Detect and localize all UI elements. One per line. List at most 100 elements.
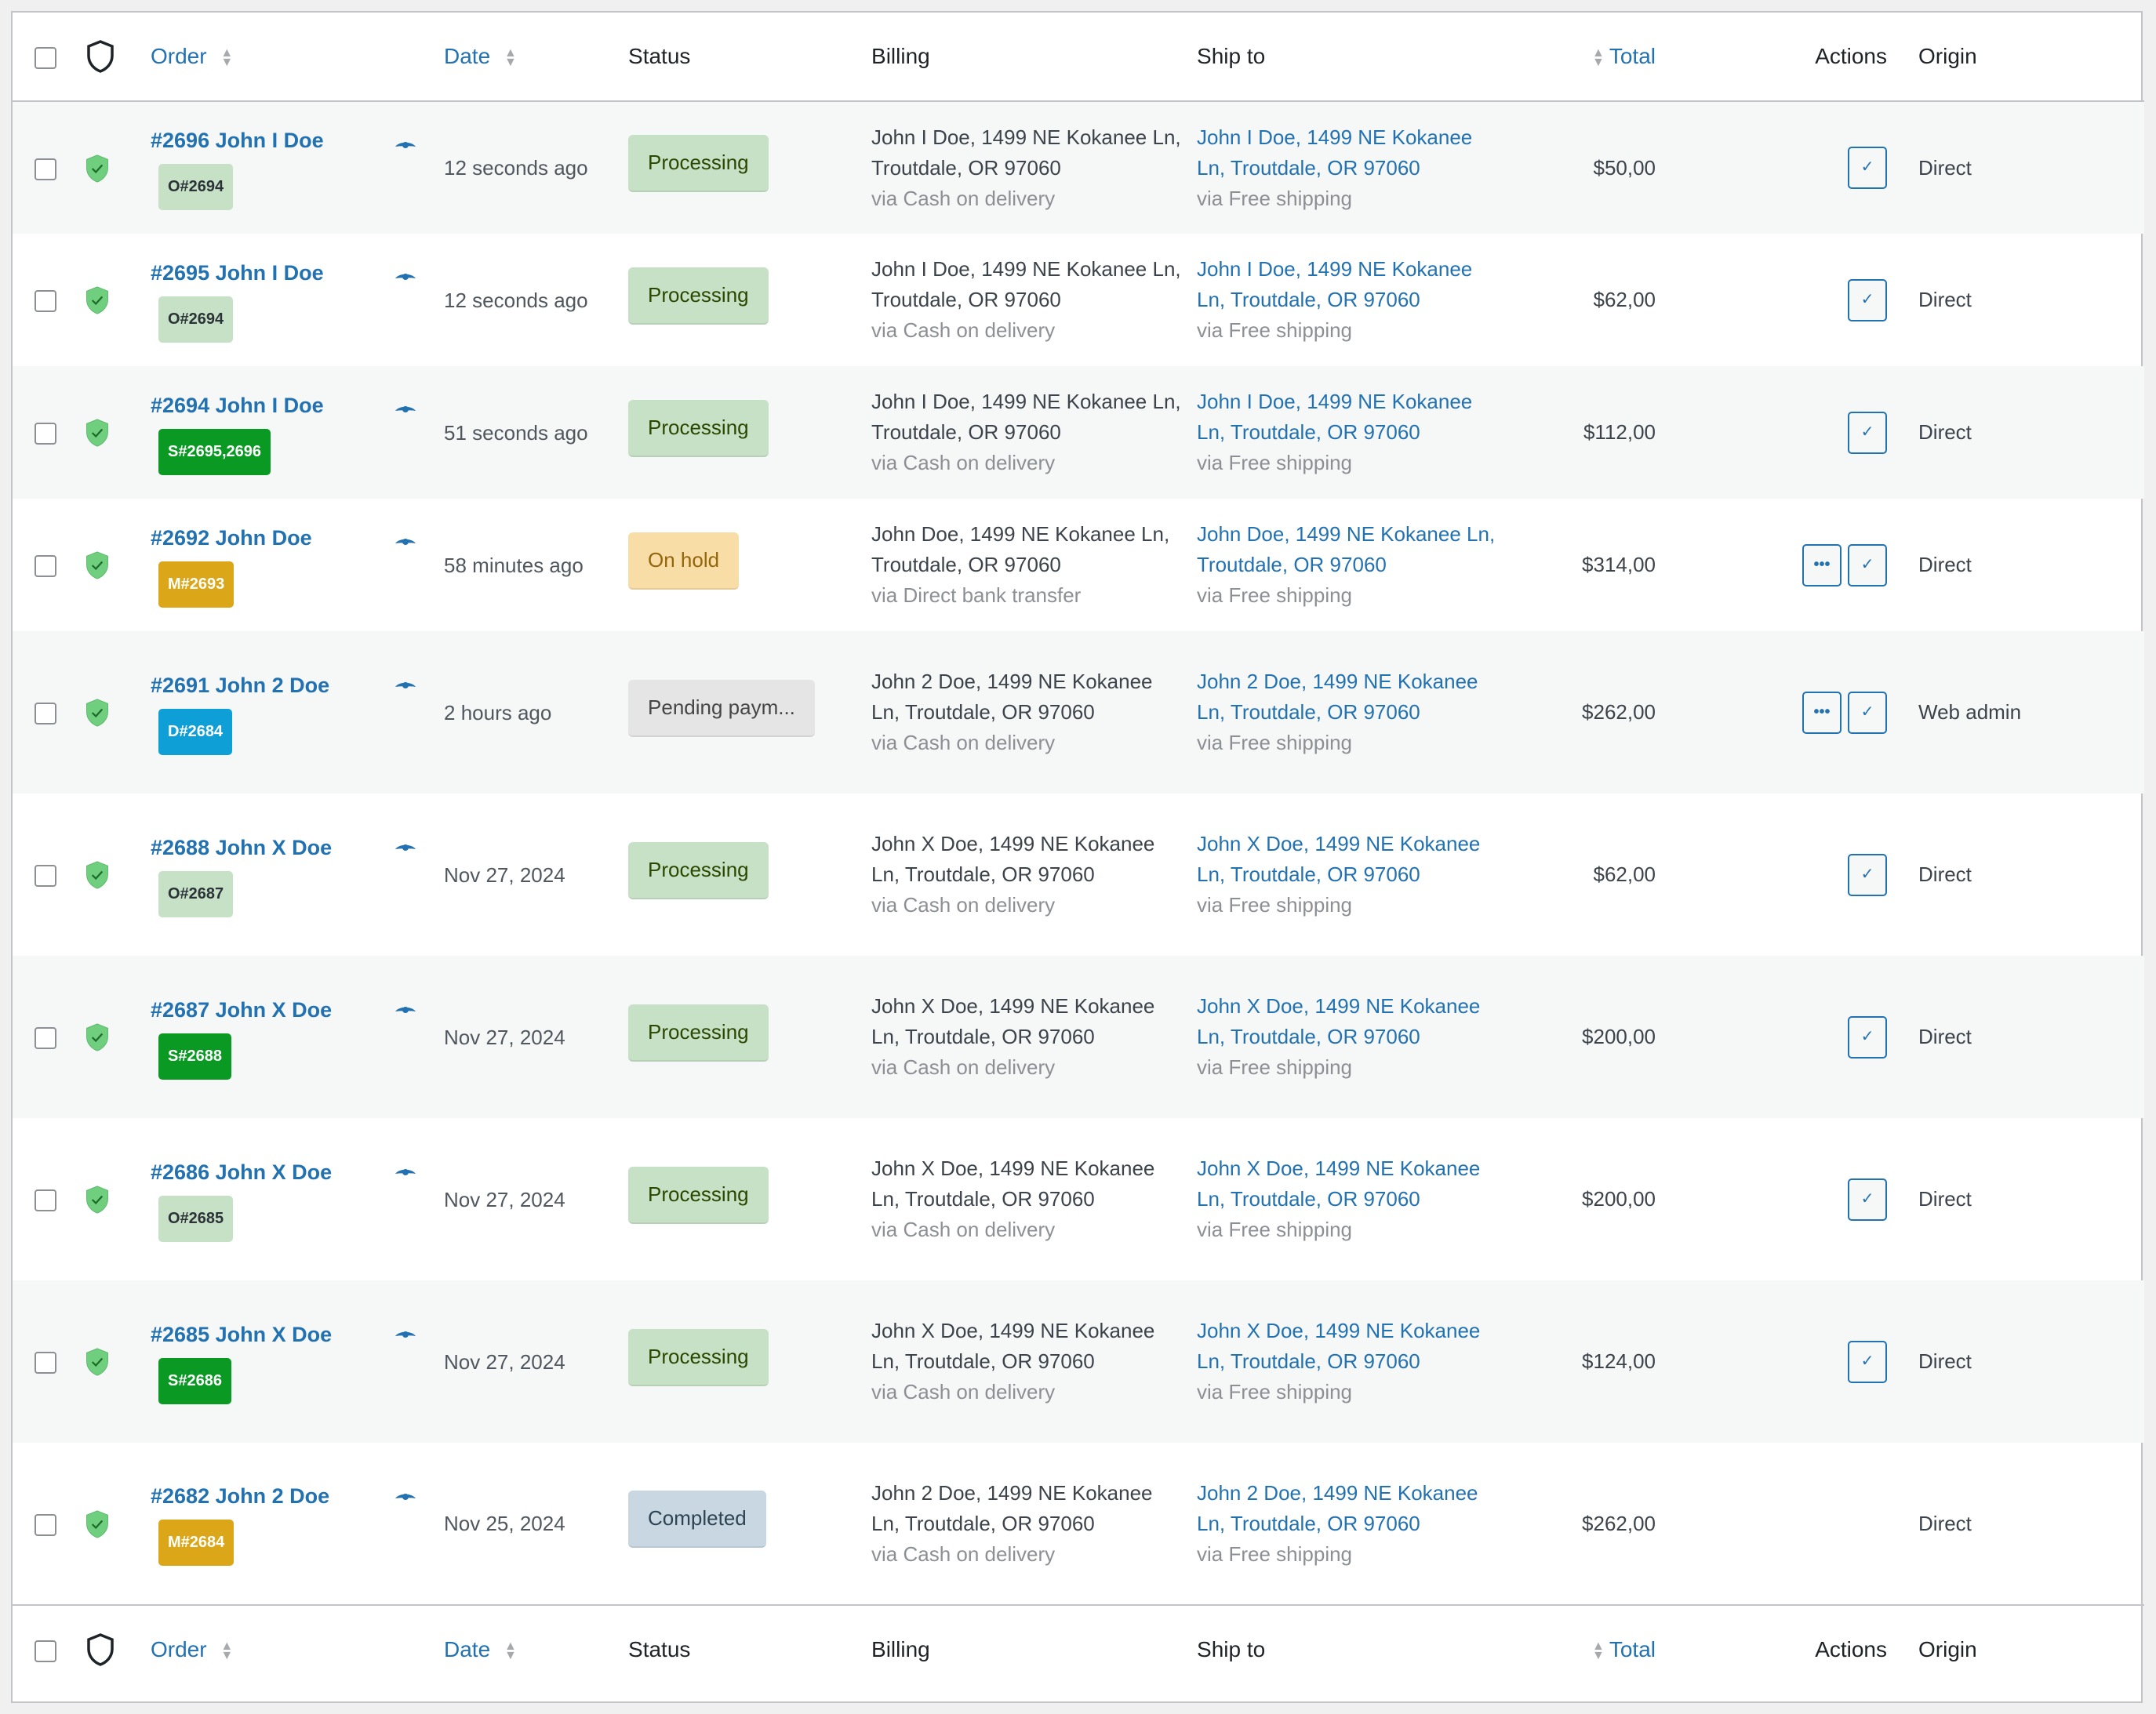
column-header-actions: Actions xyxy=(1815,44,1888,68)
eye-icon[interactable] xyxy=(394,139,417,158)
eye-icon[interactable] xyxy=(394,403,417,423)
column-header-total[interactable]: ▲ ▼ Total xyxy=(1592,44,1656,69)
row-checkbox[interactable] xyxy=(35,290,56,313)
related-order-tag[interactable]: S#2688 xyxy=(158,1033,231,1080)
shipping-address-link[interactable]: John 2 Doe, 1499 NE Kokanee Ln, Troutdal… xyxy=(1197,1480,1478,1535)
shipping-address-link[interactable]: John X Doe, 1499 NE Kokanee Ln, Troutdal… xyxy=(1197,832,1481,886)
shield-check-icon xyxy=(83,1345,111,1378)
check-icon[interactable]: ✓ xyxy=(1848,691,1888,734)
shipping-method: via Free shipping xyxy=(1197,186,1353,210)
billing-method: via Cash on delivery xyxy=(871,1542,1056,1566)
column-footer-status: Status xyxy=(628,1637,691,1661)
shipping-address-link[interactable]: John I Doe, 1499 NE Kokanee Ln, Troutdal… xyxy=(1197,390,1473,444)
row-checkbox[interactable] xyxy=(35,158,56,180)
billing-address: John Doe, 1499 NE Kokanee Ln, Troutdale,… xyxy=(871,522,1170,576)
eye-icon[interactable] xyxy=(394,1166,417,1186)
select-all-checkbox[interactable] xyxy=(35,46,56,69)
check-icon[interactable]: ✓ xyxy=(1848,1178,1888,1221)
shipping-method: via Free shipping xyxy=(1197,893,1353,917)
table-row: #2692 John Doe M#2693 58 minutes ago On hol… xyxy=(13,499,2144,631)
billing-address: John X Doe, 1499 NE Kokanee Ln, Troutdal… xyxy=(871,832,1155,886)
more-icon[interactable]: ••• xyxy=(1802,691,1842,734)
order-link[interactable]: #2694 John I Doe xyxy=(151,393,324,417)
order-date: 12 seconds ago xyxy=(444,156,588,180)
shipping-address-link[interactable]: John X Doe, 1499 NE Kokanee Ln, Troutdal… xyxy=(1197,1157,1481,1211)
related-order-tag[interactable]: M#2693 xyxy=(158,561,235,608)
shipping-address-link[interactable]: John X Doe, 1499 NE Kokanee Ln, Troutdal… xyxy=(1197,994,1481,1048)
column-footer-date[interactable]: Date ▲ ▼ xyxy=(444,1637,517,1662)
select-all-checkbox-footer[interactable] xyxy=(35,1640,56,1662)
sort-icon: ▲ ▼ xyxy=(504,1639,517,1662)
related-order-tag[interactable]: O#2694 xyxy=(158,296,234,343)
status-badge: On hold xyxy=(628,532,740,590)
check-icon[interactable]: ✓ xyxy=(1848,1015,1888,1059)
row-checkbox[interactable] xyxy=(35,865,56,888)
eye-icon[interactable] xyxy=(394,1004,417,1023)
eye-icon[interactable] xyxy=(394,271,417,290)
shipping-address-link[interactable]: John I Doe, 1499 NE Kokanee Ln, Troutdal… xyxy=(1197,125,1473,180)
row-checkbox[interactable] xyxy=(35,1513,56,1536)
order-link[interactable]: #2691 John 2 Doe xyxy=(151,673,330,697)
order-date: 2 hours ago xyxy=(444,700,552,724)
check-icon[interactable]: ✓ xyxy=(1848,278,1888,321)
row-checkbox[interactable] xyxy=(35,555,56,578)
order-link[interactable]: #2692 John Doe xyxy=(151,525,312,550)
column-header-date[interactable]: Date ▲ ▼ xyxy=(444,44,517,69)
shield-check-icon xyxy=(83,1507,111,1539)
related-order-tag[interactable]: S#2686 xyxy=(158,1357,231,1404)
order-link[interactable]: #2695 John I Doe xyxy=(151,260,324,285)
row-checkbox[interactable] xyxy=(35,1352,56,1374)
table-row: #2687 John X Doe S#2688 Nov 27, 2024 Proces… xyxy=(13,956,2145,1118)
check-icon[interactable]: ✓ xyxy=(1848,853,1888,896)
order-link[interactable]: #2682 John 2 Doe xyxy=(151,1484,330,1508)
order-link[interactable]: #2685 John X Doe xyxy=(151,1322,333,1346)
status-badge: Pending paym... xyxy=(628,679,815,737)
order-origin: Direct xyxy=(1918,1025,1972,1048)
orders-list: #2696 John I Doe O#2694 12 seconds ago Proc… xyxy=(13,101,2145,1605)
table-row: #2688 John X Doe O#2687 Nov 27, 2024 Proces… xyxy=(13,793,2144,956)
eye-icon[interactable] xyxy=(394,679,417,699)
row-checkbox[interactable] xyxy=(35,423,56,445)
order-total: $200,00 xyxy=(1582,1187,1656,1211)
shipping-address-link[interactable]: John X Doe, 1499 NE Kokanee Ln, Troutdal… xyxy=(1197,1319,1481,1373)
shipping-address-link[interactable]: John Doe, 1499 NE Kokanee Ln, Troutdale,… xyxy=(1197,522,1496,576)
more-icon[interactable]: ••• xyxy=(1802,543,1842,586)
related-order-tag[interactable]: D#2684 xyxy=(158,708,233,755)
check-icon[interactable]: ✓ xyxy=(1848,411,1888,454)
check-icon[interactable]: ✓ xyxy=(1848,147,1888,189)
table-row: #2696 John I Doe O#2694 12 seconds ago Proc… xyxy=(13,101,2145,234)
order-link[interactable]: #2687 John X Doe xyxy=(151,997,333,1022)
eye-icon[interactable] xyxy=(394,841,417,861)
check-icon[interactable]: ✓ xyxy=(1848,1340,1888,1383)
column-footer-ship-to: Ship to xyxy=(1197,1637,1266,1661)
row-checkbox[interactable] xyxy=(35,1027,56,1050)
eye-icon[interactable] xyxy=(394,1328,417,1348)
order-link[interactable]: #2688 John X Doe xyxy=(151,835,333,859)
order-total: $200,00 xyxy=(1582,1025,1656,1048)
row-checkbox[interactable] xyxy=(35,703,56,725)
billing-method: via Cash on delivery xyxy=(871,1218,1056,1241)
related-order-tag[interactable]: O#2687 xyxy=(158,870,234,917)
table-row: #2685 John X Doe S#2686 Nov 27, 2024 Proces… xyxy=(13,1280,2145,1443)
order-origin: Direct xyxy=(1918,1511,1972,1535)
column-footer-total[interactable]: ▲ ▼ Total xyxy=(1592,1637,1656,1662)
billing-method: via Cash on delivery xyxy=(871,1055,1056,1079)
shipping-address-link[interactable]: John I Doe, 1499 NE Kokanee Ln, Troutdal… xyxy=(1197,257,1473,311)
check-icon[interactable]: ✓ xyxy=(1848,543,1888,586)
eye-icon[interactable] xyxy=(394,1491,417,1510)
billing-address: John I Doe, 1499 NE Kokanee Ln, Troutdal… xyxy=(871,257,1181,311)
order-link[interactable]: #2686 John X Doe xyxy=(151,1160,333,1184)
order-origin: Direct xyxy=(1918,155,1972,180)
related-order-tag[interactable]: O#2685 xyxy=(158,1195,234,1242)
related-order-tag[interactable]: S#2695,2696 xyxy=(158,428,271,475)
eye-icon[interactable] xyxy=(394,536,417,555)
shipping-method: via Free shipping xyxy=(1197,1055,1353,1079)
related-order-tag[interactable]: O#2694 xyxy=(158,164,234,210)
row-checkbox[interactable] xyxy=(35,1189,56,1212)
related-order-tag[interactable]: M#2684 xyxy=(158,1520,235,1566)
shield-check-icon xyxy=(83,1021,111,1053)
column-footer-order[interactable]: Order ▲ ▼ xyxy=(151,1637,234,1662)
column-header-order[interactable]: Order ▲ ▼ xyxy=(151,44,234,69)
order-link[interactable]: #2696 John I Doe xyxy=(151,129,324,152)
shipping-address-link[interactable]: John 2 Doe, 1499 NE Kokanee Ln, Troutdal… xyxy=(1197,670,1478,724)
